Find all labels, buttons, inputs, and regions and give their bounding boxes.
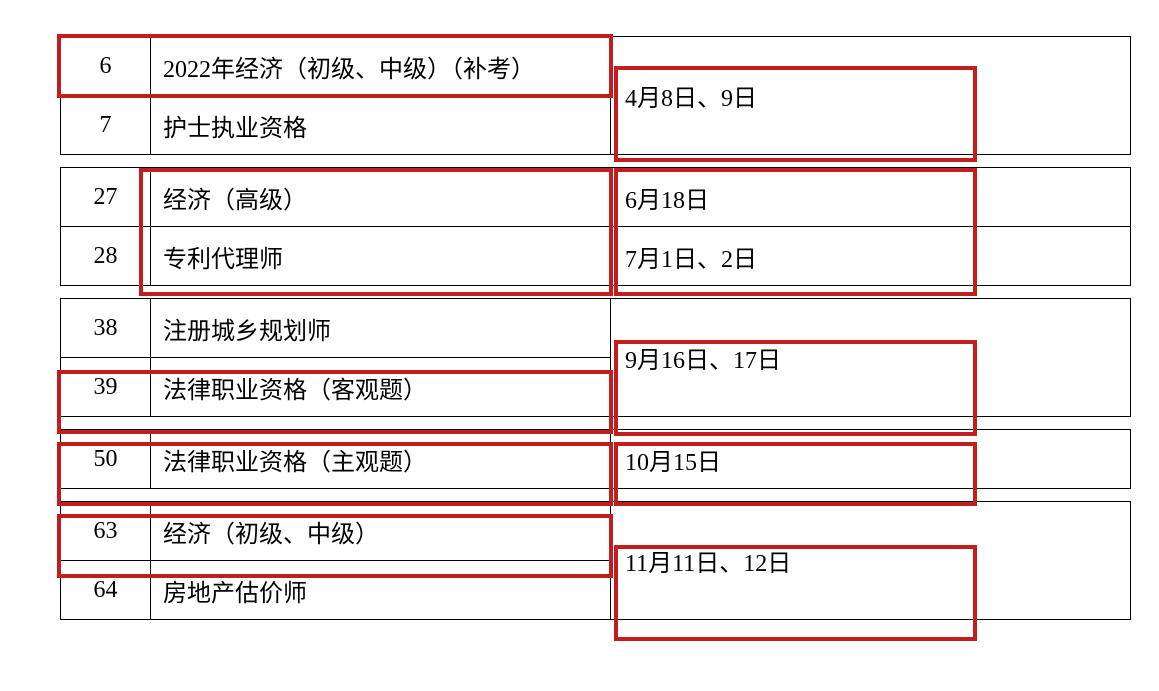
table-row: 50 法律职业资格（主观题） 10月15日 — [61, 430, 1131, 489]
cell-num: 7 — [61, 96, 151, 155]
cell-num: 63 — [61, 502, 151, 561]
table-gap — [61, 286, 1131, 299]
cell-date: 11月11日、12日 — [611, 502, 1131, 620]
cell-name: 2022年经济（初级、中级）（补考） — [151, 37, 611, 96]
cell-date: 10月15日 — [611, 430, 1131, 489]
cell-name: 经济（高级） — [151, 168, 611, 227]
table-gap — [61, 417, 1131, 430]
table-gap — [61, 489, 1131, 502]
table-gap — [61, 155, 1131, 168]
table-row: 28 专利代理师 7月1日、2日 — [61, 227, 1131, 286]
table-row: 27 经济（高级） 6月18日 — [61, 168, 1131, 227]
cell-date: 9月16日、17日 — [611, 299, 1131, 417]
cell-name: 法律职业资格（主观题） — [151, 430, 611, 489]
cell-num: 27 — [61, 168, 151, 227]
cell-num: 39 — [61, 358, 151, 417]
cell-num: 38 — [61, 299, 151, 358]
cell-name: 经济（初级、中级） — [151, 502, 611, 561]
exam-schedule-table-wrap: 6 2022年经济（初级、中级）（补考） 4月8日、9日 7 护士执业资格 27… — [60, 36, 1130, 620]
table-row: 38 注册城乡规划师 9月16日、17日 — [61, 299, 1131, 358]
page: 6 2022年经济（初级、中级）（补考） 4月8日、9日 7 护士执业资格 27… — [0, 0, 1159, 691]
cell-date: 7月1日、2日 — [611, 227, 1131, 286]
cell-num: 28 — [61, 227, 151, 286]
table-row: 6 2022年经济（初级、中级）（补考） 4月8日、9日 — [61, 37, 1131, 96]
cell-date: 4月8日、9日 — [611, 37, 1131, 155]
exam-schedule-table: 6 2022年经济（初级、中级）（补考） 4月8日、9日 7 护士执业资格 27… — [60, 36, 1131, 620]
cell-num: 64 — [61, 561, 151, 620]
cell-name: 专利代理师 — [151, 227, 611, 286]
cell-num: 6 — [61, 37, 151, 96]
cell-name: 房地产估价师 — [151, 561, 611, 620]
cell-name: 注册城乡规划师 — [151, 299, 611, 358]
cell-num: 50 — [61, 430, 151, 489]
cell-date: 6月18日 — [611, 168, 1131, 227]
cell-name: 护士执业资格 — [151, 96, 611, 155]
cell-name: 法律职业资格（客观题） — [151, 358, 611, 417]
table-row: 63 经济（初级、中级） 11月11日、12日 — [61, 502, 1131, 561]
